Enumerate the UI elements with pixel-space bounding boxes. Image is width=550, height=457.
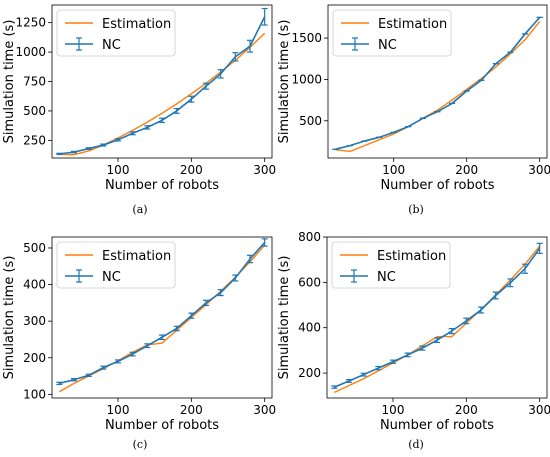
y-tick-label: 500 <box>299 114 322 128</box>
x-tick-label: 300 <box>528 403 550 417</box>
plot-frame <box>51 236 273 399</box>
x-tick-label: 200 <box>455 403 478 417</box>
plot-frame <box>326 236 548 399</box>
y-tick-label: 1000 <box>15 45 46 59</box>
x-tick-label: 100 <box>382 403 405 417</box>
y-tick-label: 300 <box>23 314 46 328</box>
y-tick-label: 1000 <box>291 72 322 86</box>
x-tick-label: 300 <box>253 163 276 177</box>
y-tick-label: 750 <box>23 75 46 89</box>
caption-a: (a) <box>132 203 148 216</box>
y-tick-label: 1500 <box>291 31 322 45</box>
caption-d: (d) <box>408 438 424 451</box>
y-tick-label: 600 <box>298 275 321 289</box>
chart-panel-c: 100 200 300 100 200 300 400 500 Number of robots… <box>2 236 276 433</box>
legend-label-nc: NC <box>102 270 121 285</box>
y-tick-label: 500 <box>23 241 46 255</box>
x-tick-label: 100 <box>382 163 405 177</box>
x-axis-title: Number of robots <box>105 418 219 433</box>
y-tick-label: 200 <box>23 351 46 365</box>
legend-label-estimation: Estimation <box>102 17 171 32</box>
y-axis-title: Simulation time (s) <box>277 256 292 380</box>
legend-label-nc: NC <box>378 38 397 53</box>
legend-label-nc: NC <box>102 38 121 53</box>
series-line-estimation <box>335 21 541 153</box>
y-tick-label: 400 <box>298 321 321 335</box>
y-tick-label: 1250 <box>15 16 46 30</box>
legend-label-estimation: Estimation <box>377 249 446 264</box>
y-tick-label: 800 <box>298 230 321 244</box>
x-tick-label: 300 <box>253 403 276 417</box>
x-tick-label: 200 <box>180 163 203 177</box>
x-tick-label: 100 <box>107 163 130 177</box>
y-tick-label: 500 <box>23 104 46 118</box>
y-axis-title: Simulation time (s) <box>2 256 17 380</box>
plot-frame <box>327 4 548 159</box>
x-tick-label: 200 <box>180 403 203 417</box>
legend-label-nc: NC <box>377 270 396 285</box>
y-axis-title: Simulation time (s) <box>2 20 17 144</box>
x-tick-label: 200 <box>455 163 478 177</box>
y-tick-label: 200 <box>298 366 321 380</box>
x-axis-title: Number of robots <box>380 178 494 193</box>
x-axis-title: Number of robots <box>105 178 219 193</box>
y-axis-title: Simulation time (s) <box>277 20 292 144</box>
series-line-estimation <box>334 245 541 393</box>
x-tick-label: 100 <box>107 403 130 417</box>
legend-label-estimation: Estimation <box>102 249 171 264</box>
x-tick-label: 300 <box>528 163 550 177</box>
chart-panel-d: 100 200 300 200 400 600 800 Number of robots Sim… <box>277 230 550 433</box>
series-line-estimation <box>59 32 266 156</box>
chart-panel-a: 100 200 300 250 500 750 1000 1250 Number of robo… <box>2 4 276 193</box>
y-tick-label: 250 <box>23 133 46 147</box>
chart-panel-b: 100 200 300 500 1000 1500 Number of robots Simu… <box>277 4 550 193</box>
y-tick-label: 100 <box>23 387 46 401</box>
legend-label-estimation: Estimation <box>378 17 447 32</box>
y-tick-label: 400 <box>23 278 46 292</box>
x-axis-title: Number of robots <box>380 418 494 433</box>
caption-b: (b) <box>408 203 424 216</box>
caption-c: (c) <box>132 438 148 451</box>
